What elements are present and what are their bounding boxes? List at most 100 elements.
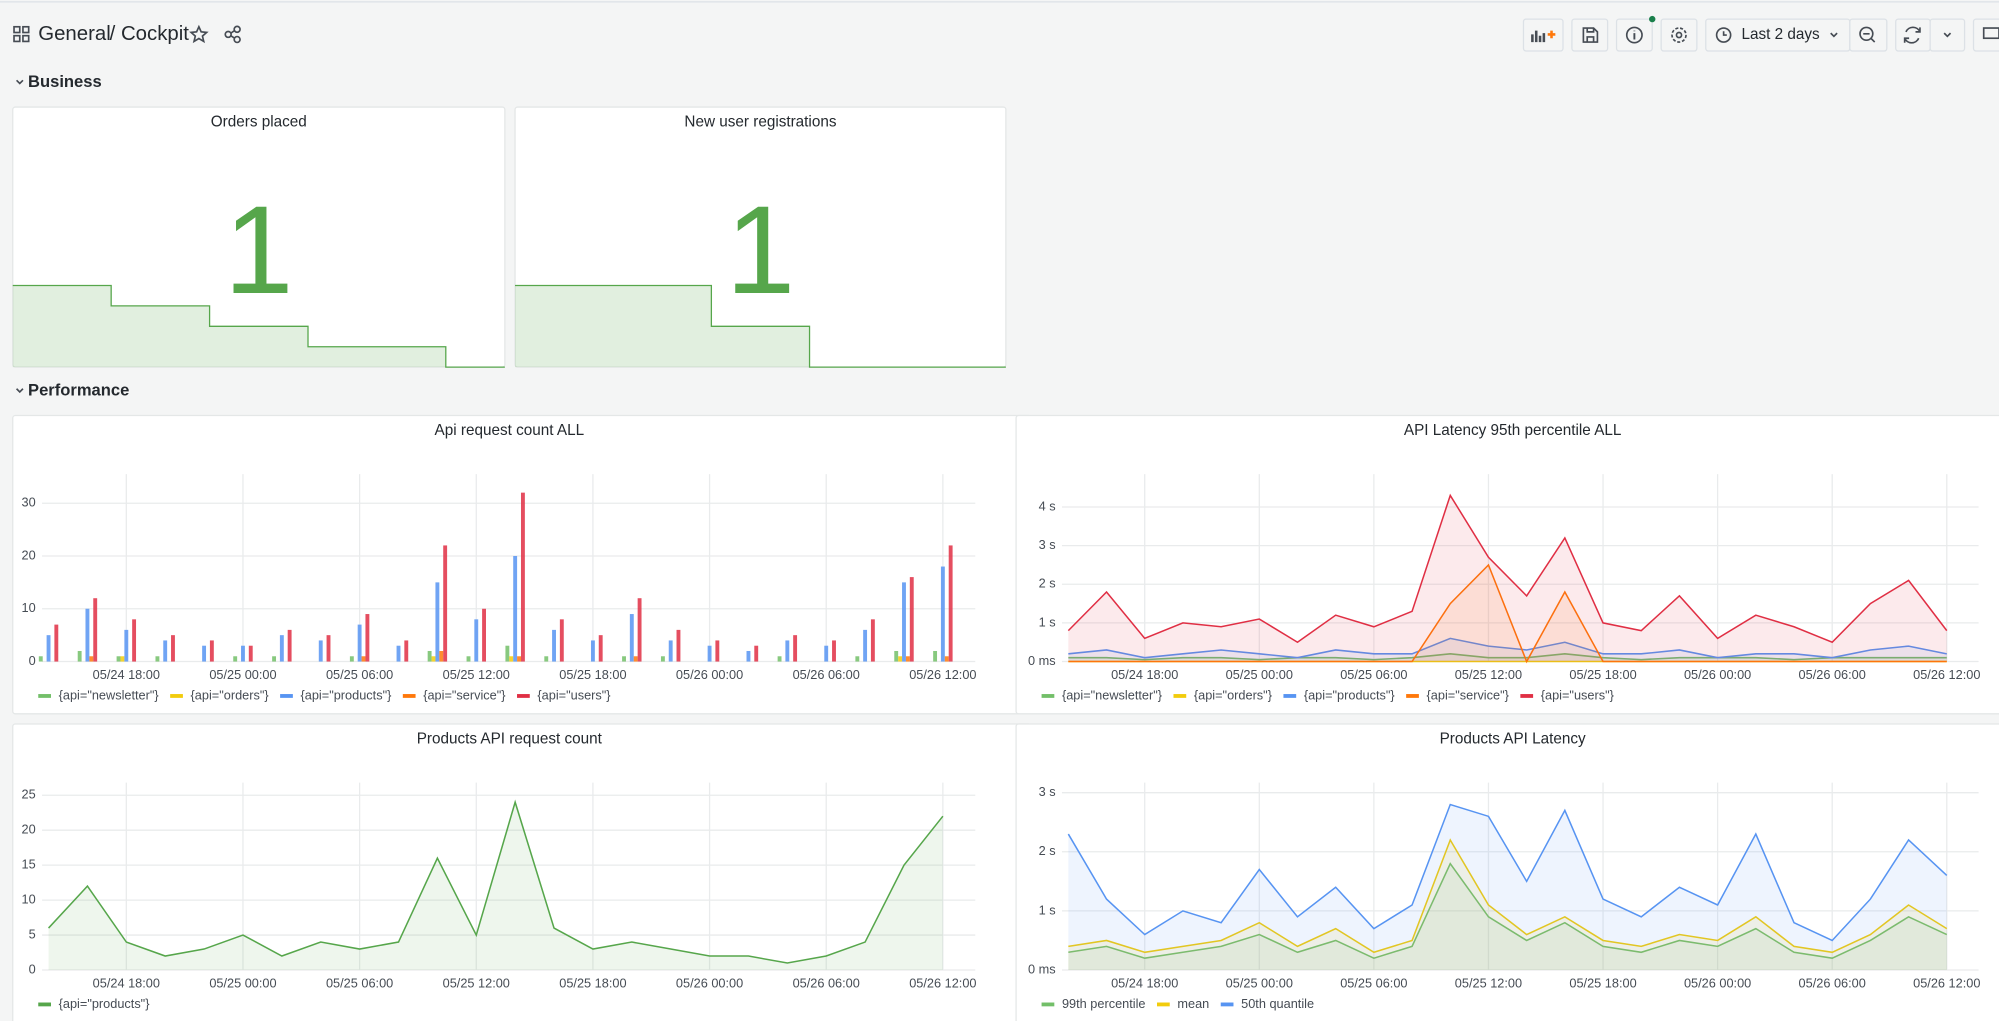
bar [209,640,214,662]
add-panel-button[interactable] [1522,18,1564,52]
y-tick-label: 10 [22,891,36,906]
legend-label: {api="products"} [59,996,151,1011]
y-tick-label: 30 [22,495,36,510]
refresh-interval-button[interactable] [1929,18,1966,52]
panel: Products API Latency 0 ms 1 s 2 s 3 s 05/24 1… [1015,723,1999,1021]
legend-label: 50th quantile [1241,996,1314,1011]
series-area [1068,839,1947,971]
breadcrumb-dashboard: / Cockpit [110,23,190,45]
refresh-button[interactable] [1895,18,1931,52]
bar [361,656,366,662]
x-tick-label: 05/24 18:00 [1111,667,1178,682]
breadcrumb-folder[interactable]: General [38,23,111,45]
y-tick-label: 20 [22,547,36,562]
bar [155,656,160,662]
zoom-out-button[interactable] [1849,18,1888,52]
tv-mode-button[interactable] [1972,18,1999,52]
y-tick-label: 0 [29,653,36,668]
time-picker[interactable]: Last 2 days [1705,18,1851,52]
panel-title: New user registrations [684,113,836,130]
series-area [1068,804,1947,971]
x-tick-label: 05/24 18:00 [93,667,160,682]
series-area [1068,495,1947,662]
stat-value: 1 [224,181,293,320]
bar [559,619,564,662]
x-tick-label: 05/25 06:00 [1340,667,1407,682]
bar [633,656,638,662]
bar [439,650,444,662]
x-tick-label: 05/25 18:00 [559,667,626,682]
panel: API Latency 95th percentile ALL 0 ms 1 s 2 … [1015,414,1999,715]
bar [54,624,59,662]
bar [171,635,175,662]
bar [241,645,245,662]
x-tick-label: 05/24 18:00 [1111,975,1178,990]
share-button[interactable] [224,25,241,44]
bar [279,635,284,662]
bar [77,650,82,662]
bar [132,619,137,662]
bar [85,608,90,662]
notification-dot [1649,15,1656,23]
bar [116,656,121,662]
save-button[interactable] [1571,18,1609,52]
panel-title: Orders placed [211,113,307,130]
bar [443,545,448,662]
bar [509,656,514,662]
info-button[interactable] [1615,15,1656,52]
x-tick-label: 05/24 18:00 [93,975,160,990]
settings-button[interactable] [1660,18,1698,52]
y-tick-label: 3 s [1039,784,1056,799]
y-tick-label: 3 s [1039,537,1056,552]
bar [365,614,370,662]
bar [93,598,98,662]
row-title[interactable]: Performance [28,381,129,400]
x-tick-label: 05/25 12:00 [1455,975,1522,990]
bar [863,629,868,662]
y-tick-label: 1 s [1039,614,1056,629]
x-tick-label: 05/25 18:00 [1569,667,1636,682]
series-line [1068,862,1948,960]
series-line [1067,493,1948,644]
bar [482,608,486,662]
row-title[interactable]: Business [28,72,102,91]
row-collapse-icon[interactable] [15,388,24,394]
bar [940,566,945,662]
y-tick-label: 10 [22,600,36,615]
legend-label: {api="orders"} [1194,687,1273,702]
bar [715,640,720,662]
bar [272,656,277,662]
bar [513,555,518,662]
x-tick-label: 05/26 06:00 [1799,667,1866,682]
bar [793,635,798,662]
y-tick-label: 15 [22,857,36,872]
panel-title: Products API Latency [1440,730,1586,747]
series-line [1068,653,1947,661]
panel-frame [12,106,506,368]
bar [668,640,673,662]
bar [590,640,595,662]
bar [163,640,168,662]
y-tick-label: 1 s [1039,902,1056,917]
star-button[interactable] [189,24,209,44]
bar [474,619,479,662]
bar [202,645,207,662]
bar [898,656,903,662]
dashboards-icon[interactable] [13,25,30,43]
y-tick-label: 0 ms [1028,961,1056,976]
legend-label: 99th percentile [1062,996,1146,1011]
bar [404,640,409,662]
series-line [47,799,944,964]
bar [746,650,751,662]
x-tick-label: 05/26 06:00 [793,667,860,682]
row-collapse-icon[interactable] [15,79,24,85]
bar [38,656,43,662]
x-tick-label: 05/25 18:00 [559,975,626,990]
sparkline [515,284,1006,368]
x-tick-label: 05/26 12:00 [1913,667,1980,682]
x-tick-label: 05/26 00:00 [676,667,743,682]
bar [466,656,471,662]
y-tick-label: 4 s [1039,498,1056,513]
